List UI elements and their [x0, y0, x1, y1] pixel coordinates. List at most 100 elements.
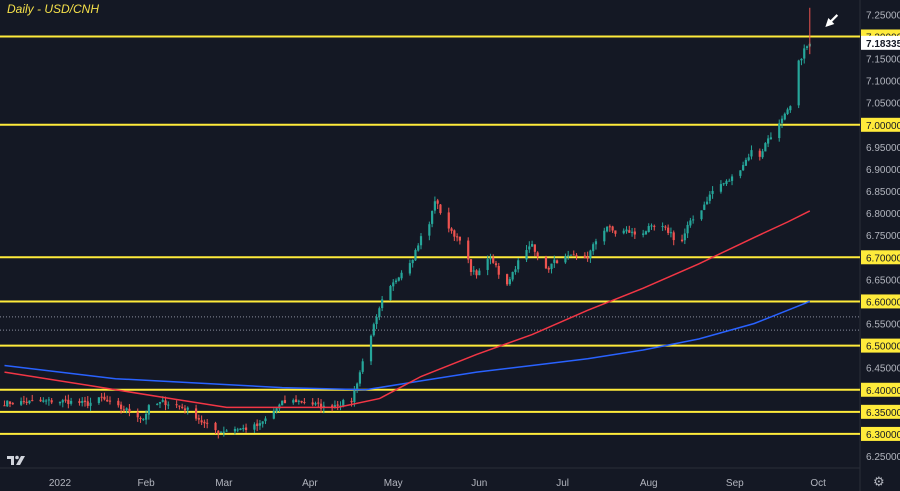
- candle: [686, 221, 689, 239]
- candle-body: [594, 241, 598, 245]
- candle-body: [647, 226, 650, 233]
- candle-body: [700, 210, 703, 220]
- candle: [25, 397, 28, 406]
- candle-body: [175, 404, 178, 406]
- candle-body: [667, 227, 670, 233]
- candle-body: [525, 250, 528, 260]
- price-tick-label: 6.85000: [866, 187, 900, 198]
- candle: [375, 314, 378, 329]
- annotation-arrow-head: [825, 17, 835, 27]
- candle: [769, 132, 773, 140]
- candle: [742, 161, 745, 171]
- candle: [447, 207, 450, 233]
- candle: [705, 196, 709, 205]
- candle: [572, 250, 575, 256]
- candle-body: [472, 270, 475, 272]
- tradingview-logo-icon[interactable]: [6, 452, 26, 468]
- candle-body: [780, 118, 784, 124]
- candle: [70, 397, 73, 406]
- candle-body: [544, 257, 548, 269]
- candle: [555, 259, 559, 264]
- candle-body: [381, 299, 384, 309]
- candle: [222, 426, 225, 437]
- candle-body: [453, 230, 456, 237]
- candle-body: [431, 211, 434, 224]
- candle: [272, 408, 275, 420]
- candle: [589, 249, 592, 263]
- candle: [508, 276, 511, 286]
- candle: [728, 178, 731, 182]
- candle: [653, 224, 656, 231]
- candle-body: [50, 400, 53, 403]
- candle: [339, 401, 342, 411]
- candle-body: [575, 255, 578, 257]
- candle: [667, 224, 670, 236]
- candle: [642, 229, 645, 238]
- price-tick-label: 6.90000: [866, 165, 900, 176]
- candle-body: [411, 259, 414, 264]
- candle-body: [11, 403, 14, 405]
- gear-icon[interactable]: ⚙: [873, 475, 885, 490]
- candle-body: [281, 400, 284, 406]
- candle: [547, 266, 550, 273]
- candle-body: [494, 263, 498, 266]
- candle: [300, 400, 303, 404]
- candle-body: [555, 260, 559, 264]
- candle-body: [156, 403, 159, 405]
- candle-body: [469, 259, 473, 273]
- candle: [303, 398, 306, 405]
- candle-body: [447, 212, 450, 229]
- level-price-tag: 6.70000: [861, 250, 900, 265]
- time-tick-label: Oct: [810, 478, 826, 489]
- candle: [650, 223, 653, 230]
- price-tick-label: 6.45000: [866, 364, 900, 375]
- candle-body: [392, 282, 395, 287]
- candle: [719, 180, 723, 194]
- candle-body: [47, 399, 50, 401]
- level-price-tag: 6.40000: [861, 382, 900, 397]
- candle: [761, 148, 764, 159]
- candle-body: [278, 404, 281, 409]
- candle-body: [336, 404, 339, 406]
- last-price-tag-bg: [861, 35, 900, 50]
- price-tick-label: 6.55000: [866, 320, 900, 331]
- candle-body: [475, 270, 478, 276]
- candle-body: [361, 361, 364, 372]
- candle: [400, 270, 403, 281]
- candle-body: [108, 400, 112, 402]
- candle: [467, 237, 470, 264]
- candle-body: [414, 250, 417, 261]
- candle: [797, 59, 800, 109]
- level-price-tag: 6.50000: [861, 338, 900, 353]
- candle-body: [203, 421, 206, 424]
- candle-body: [778, 123, 781, 139]
- candle: [378, 306, 381, 321]
- candle: [108, 396, 112, 405]
- candle: [275, 407, 278, 414]
- candle-body: [161, 400, 164, 402]
- candle: [758, 148, 761, 161]
- candle: [633, 227, 636, 239]
- candle-body: [117, 400, 120, 406]
- candle-body: [356, 383, 359, 390]
- candle: [86, 396, 89, 409]
- candle: [644, 230, 648, 235]
- candle: [536, 251, 539, 261]
- candle: [253, 422, 256, 433]
- candle-body: [303, 402, 306, 404]
- candle-body: [417, 245, 420, 251]
- candle-body: [194, 408, 198, 419]
- candle-body: [550, 263, 553, 270]
- candle-body: [358, 372, 362, 384]
- candle: [414, 248, 417, 261]
- candle: [583, 252, 586, 259]
- candle: [103, 392, 106, 401]
- candle-body: [572, 254, 575, 256]
- candle-body: [206, 422, 209, 424]
- candle: [417, 243, 420, 252]
- candle: [83, 396, 87, 407]
- candle: [586, 251, 589, 262]
- candle-body: [508, 279, 511, 285]
